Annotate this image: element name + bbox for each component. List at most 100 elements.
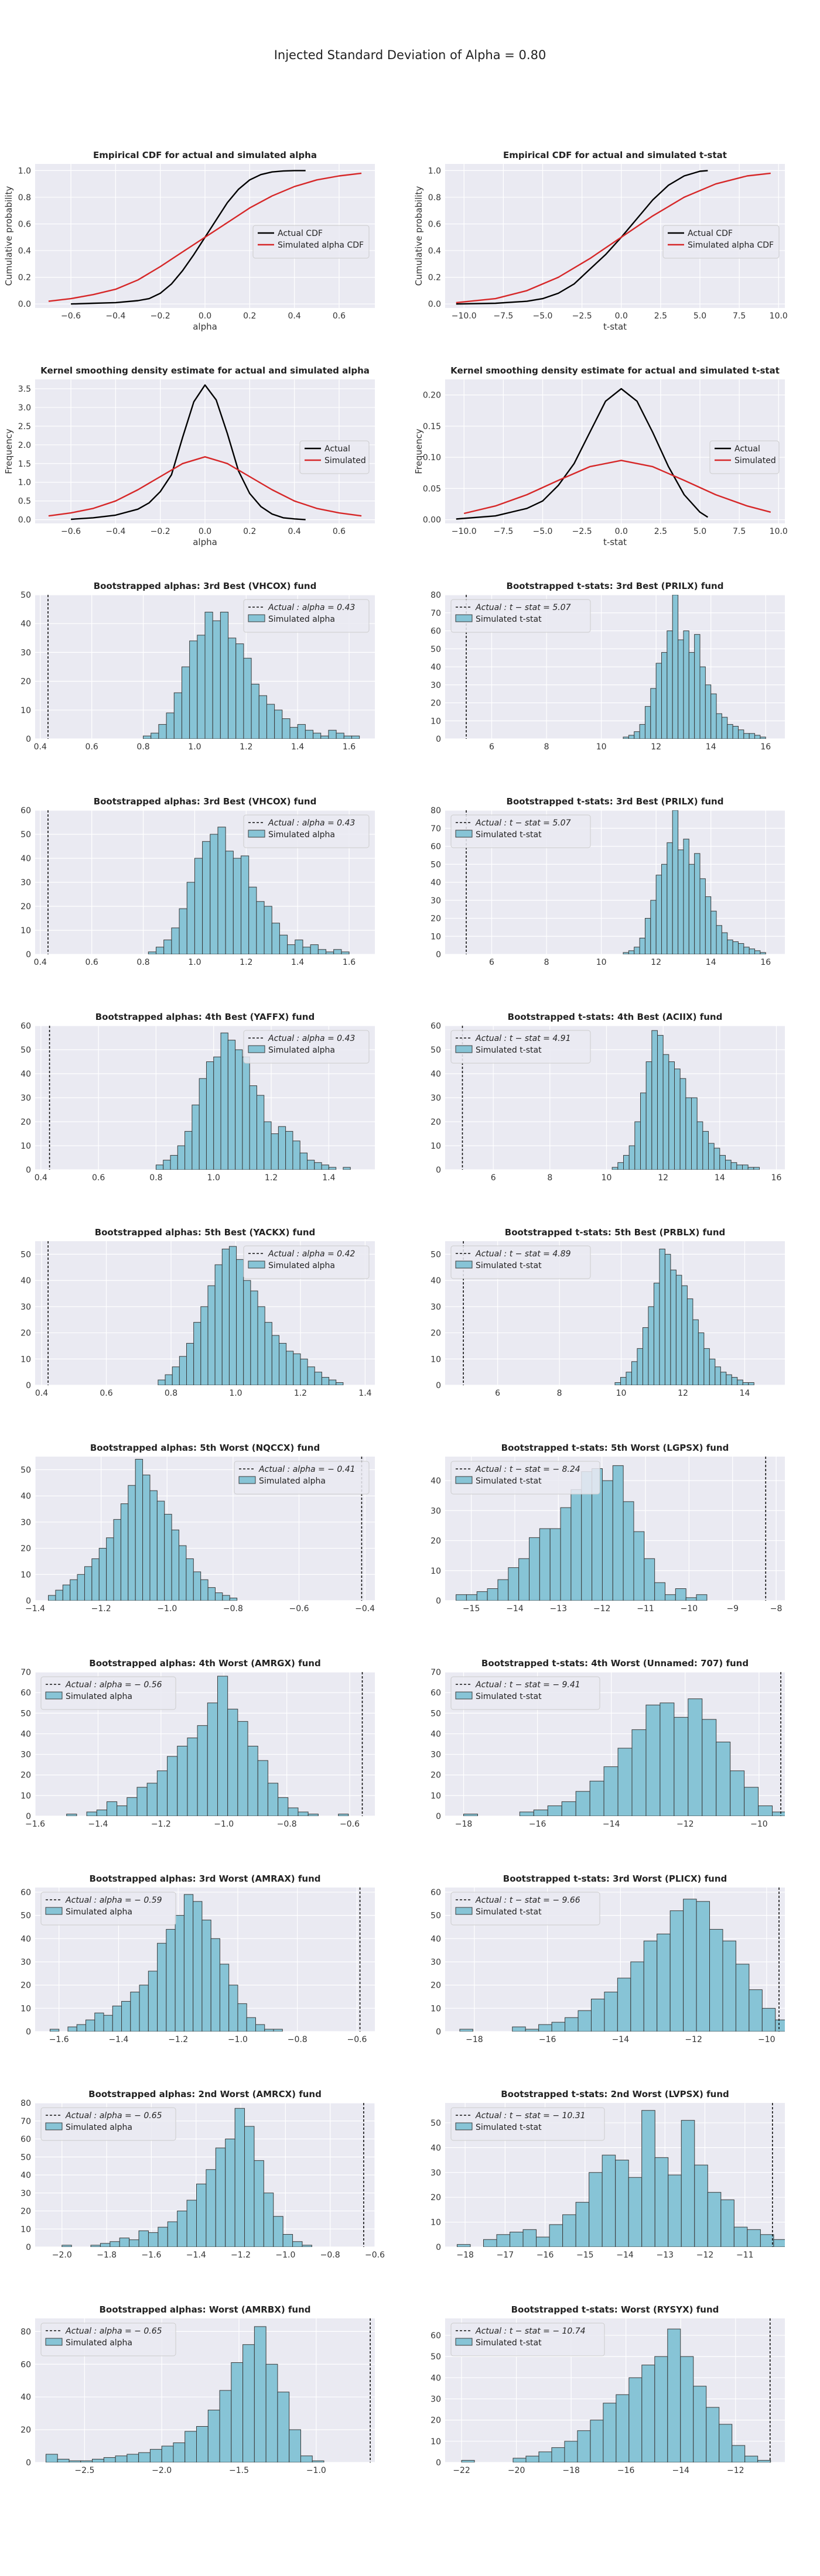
legend-box [450,1892,600,1926]
x-tick-label: −1.4 [25,1604,45,1614]
legend-label: Simulated alpha CDF [278,241,364,250]
legend-label: Simulated t-stat [476,1261,542,1270]
y-tick-label: 30 [20,878,31,888]
y-tick-label: 50 [430,1046,441,1055]
x-axis-label: alpha [193,321,217,332]
x-tick-label: 1.0 [188,742,201,752]
y-tick-label: 60 [430,627,441,636]
y-tick-label: 30 [20,648,31,657]
chart-title: Bootstrapped t-stats: 3rd Best (PRILX) f… [507,796,724,807]
x-tick-label: −1.4 [186,2250,206,2260]
x-tick-label: 0.8 [136,958,149,967]
y-tick-label: 20 [20,677,31,687]
x-tick-label: −0.8 [277,1820,297,1829]
x-tick-label: −12 [593,1604,611,1614]
x-tick-label: −16 [529,1820,546,1829]
y-tick-label: 50 [20,1709,31,1718]
x-tick-label: 8 [544,958,549,967]
x-tick-label: 0.6 [86,958,98,967]
legend-box [450,814,591,848]
x-tick-label: −16 [537,2250,554,2260]
y-tick-label: 30 [430,896,441,906]
y-tick-label: 10 [20,706,31,715]
chart-title: Bootstrapped alphas: 3rd Best (VHCOX) fu… [94,796,317,807]
x-tick-label: 12 [678,1389,688,1398]
y-tick-label: 20 [430,2416,441,2426]
legend-label: Actual : t − stat = 5.07 [475,603,571,612]
histogram-bar [255,2024,265,2032]
y-tick-label: 20 [430,914,441,924]
plot-area [456,170,771,305]
y-tick-label: 10 [20,1355,31,1364]
histogram-bar [616,2394,630,2462]
x-tick-label: −1.2 [151,1820,171,1829]
x-tick-label: −20 [508,2466,525,2475]
y-tick-label: 40 [20,1276,31,1286]
histogram-bar [351,735,360,739]
x-tick-label: −2.0 [152,2466,172,2475]
x-tick-label: 10 [602,1173,612,1183]
y-tick-label: 70 [20,2117,31,2126]
x-tick-label: −14 [616,2250,634,2260]
y-tick-label: 50 [20,830,31,840]
y-tick-label: 20 [20,1329,31,1338]
y-tick-label: 50 [20,1465,31,1475]
chart-title: Bootstrapped alphas: 3rd Best (VHCOX) fu… [94,581,317,591]
y-tick-label: 10 [430,1355,441,1364]
x-tick-label: −0.2 [151,527,170,536]
x-tick-label: 10.0 [770,311,788,321]
y-tick-label: 50 [20,1250,31,1259]
chart-title: Kernel smoothing density estimate for ac… [40,365,370,376]
legend-patch-swatch [238,1476,256,1484]
y-tick-label: 0 [26,950,31,960]
x-tick-label: 0.6 [333,527,346,536]
x-tick-label: 0.8 [136,742,149,752]
y-tick-label: 30 [20,2189,31,2198]
series-line-actual [456,170,708,305]
y-tick-label: 50 [20,2153,31,2162]
x-tick-label: 0.4 [35,1173,47,1183]
histogram-bar [603,2403,617,2462]
y-tick-label: 20 [430,1537,441,1546]
histogram-bar [720,2199,734,2247]
x-tick-label: −2.5 [572,311,592,321]
legend: Actual CDF Simulated alpha CDF [662,225,780,259]
x-tick-label: −0.8 [223,1604,243,1614]
legend-label: Actual CDF [278,229,323,238]
x-tick-label: 2.5 [654,311,667,321]
y-tick-label: 0 [26,1381,31,1390]
legend-label: Actual : t − stat = − 8.24 [475,1465,580,1474]
legend-label: Actual : alpha = − 0.41 [258,1465,356,1474]
histogram-bar [628,2377,643,2462]
histogram-bar [732,2445,746,2462]
x-tick-label: 12 [658,1173,668,1183]
chart-title: Bootstrapped alphas: 5th Best (YACKX) fu… [95,1227,316,1238]
y-tick-label: 30 [430,1751,441,1760]
x-tick-label: 0.2 [243,527,256,536]
x-tick-label: −22 [453,2466,470,2475]
x-tick-label: 8 [557,1389,562,1398]
legend: Actual : t − stat = − 8.24 Simulated t-st… [450,1461,600,1495]
y-tick-label: 20 [430,1329,441,1338]
chart-title: Bootstrapped t-stats: 4th Worst (Unnamed… [481,1658,749,1669]
legend-patch-swatch [45,2122,63,2130]
y-tick-label: 10 [430,2218,441,2228]
x-tick-label: −1.0 [275,2250,295,2260]
y-tick-label: 20 [430,699,441,708]
y-tick-label: 40 [20,2171,31,2180]
legend-label: Simulated alpha [66,1907,132,1917]
y-tick-label: 40 [430,663,441,672]
x-tick-label: 6 [491,1173,496,1183]
y-tick-label: 0.0 [18,516,31,525]
legend-box [243,814,370,848]
x-tick-label: −0.8 [320,2250,340,2260]
x-tick-label: 10.0 [770,527,788,536]
histogram-bar [744,1787,759,1816]
series-line-actual [456,388,709,520]
chart-title: Bootstrapped t-stats: 4th Best (ACIIX) f… [508,1012,723,1022]
x-tick-label: 2.5 [654,527,667,536]
